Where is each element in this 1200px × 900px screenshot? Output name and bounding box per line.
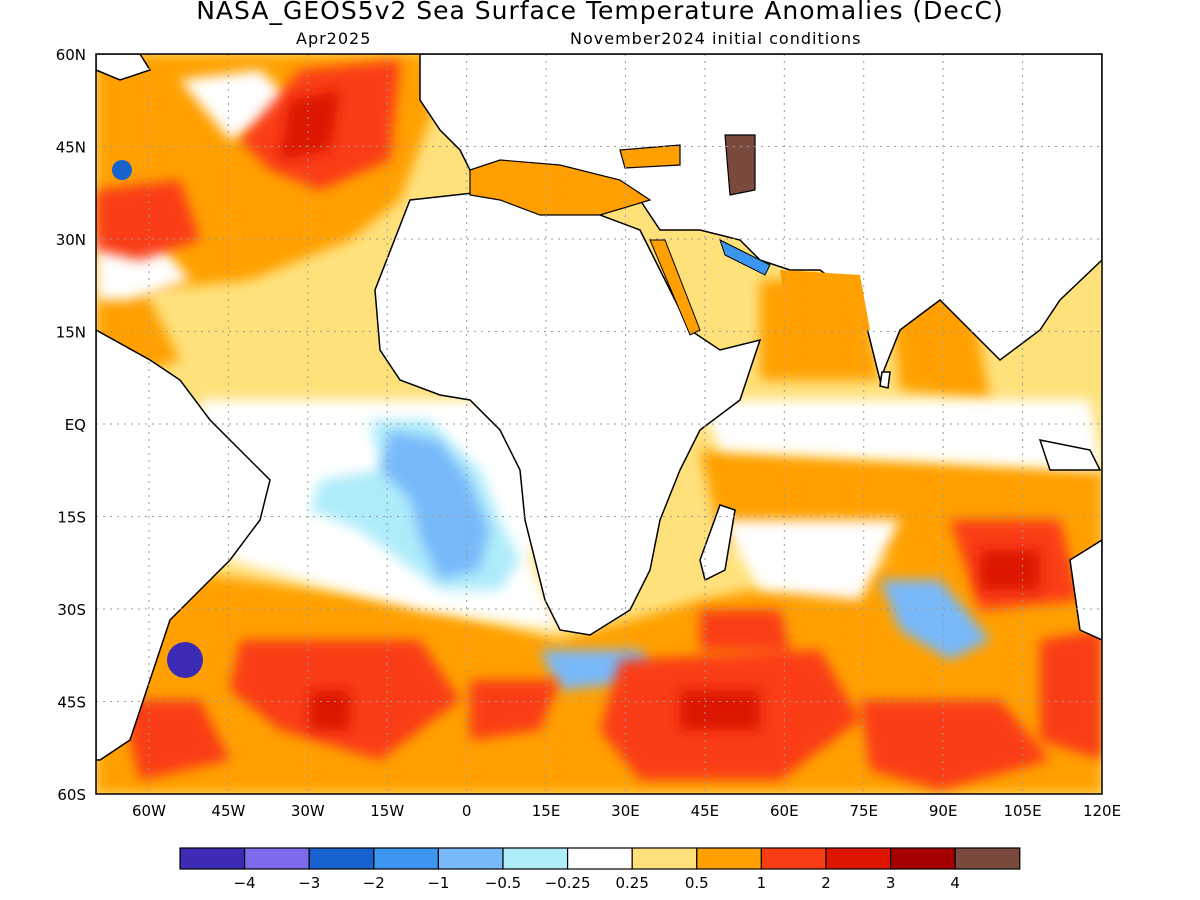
colorbar-swatch <box>696 847 762 870</box>
land-masses <box>96 54 1102 761</box>
lon-tick-label: 30W <box>291 802 325 820</box>
lat-tick-label: 15N <box>56 324 86 342</box>
lon-tick-label: 45W <box>211 802 245 820</box>
latitude-axis: 60N 45N 30N 15N EQ 15S 30S 45S 60S <box>56 46 86 804</box>
colorbar-swatch <box>308 847 375 870</box>
lon-tick-label: 30E <box>611 802 640 820</box>
colorbar-labels: −4 −3 −2 −1 −0.5 −0.25 0.25 0.5 1 2 3 4 <box>234 874 960 892</box>
colorbar-tick-label: 0.25 <box>615 874 648 892</box>
colorbar-swatch <box>631 847 698 870</box>
forecast-month-label: Apr2025 <box>296 29 372 48</box>
cold-spot-falklands <box>167 642 203 678</box>
colorbar-swatch <box>437 847 504 870</box>
map-title: NASA_GEOS5v2 Sea Surface Temperature Ano… <box>196 0 1004 25</box>
colorbar-tick-label: 4 <box>950 874 960 892</box>
arabian-sea-north <box>780 270 870 340</box>
initial-conditions-label: November2024 initial conditions <box>570 29 862 48</box>
lon-tick-label: 15W <box>370 802 404 820</box>
persian-gulf <box>719 239 771 276</box>
lat-tick-label: 45S <box>57 694 86 712</box>
colorbar-tick-label: −0.5 <box>485 874 521 892</box>
lon-tick-label: 90E <box>929 802 958 820</box>
longitude-axis: 60W 45W 30W 15W 0 15E 30E 45E 60E 75E 90E 105E 120E <box>132 802 1121 820</box>
lat-tick-label: 30S <box>57 601 86 619</box>
graticule <box>96 54 1102 794</box>
mediterranean-sea <box>469 159 652 216</box>
colorbar-tick-label: 2 <box>821 874 831 892</box>
colorbar <box>179 847 1021 870</box>
lon-tick-label: 0 <box>462 802 472 820</box>
colorbar-tick-label: −1 <box>427 874 449 892</box>
lat-tick-label: 15S <box>57 509 86 527</box>
colorbar-swatch <box>179 847 246 870</box>
lat-tick-label: 30N <box>56 231 86 249</box>
anomaly-field <box>96 54 1102 794</box>
colorbar-swatch <box>502 847 569 870</box>
colorbar-swatch <box>244 847 310 870</box>
lat-tick-label: 45N <box>56 139 86 157</box>
colorbar-tick-label: −0.25 <box>545 874 591 892</box>
colorbar-swatch <box>889 847 956 870</box>
red-sea <box>649 239 701 336</box>
lon-tick-label: 60W <box>132 802 166 820</box>
lat-tick-label: 60S <box>57 786 86 804</box>
colorbar-tick-label: −4 <box>234 874 256 892</box>
colorbar-swatch <box>373 847 439 870</box>
lat-tick-label: 60N <box>56 46 86 64</box>
lon-tick-label: 105E <box>1004 802 1042 820</box>
black-sea <box>619 144 681 169</box>
lon-tick-label: 45E <box>691 802 720 820</box>
colorbar-tick-label: 1 <box>757 874 767 892</box>
cold-spot-newfoundland <box>112 160 132 180</box>
caspian-sea <box>724 134 756 196</box>
lon-tick-label: 60E <box>770 802 799 820</box>
lon-tick-label: 15E <box>532 802 561 820</box>
lon-tick-label: 120E <box>1083 802 1121 820</box>
colorbar-tick-label: −3 <box>298 874 320 892</box>
map-frame <box>95 53 1103 795</box>
lon-tick-label: 75E <box>849 802 878 820</box>
colorbar-swatch <box>566 847 633 870</box>
colorbar-swatch <box>825 847 892 870</box>
colorbar-tick-label: −2 <box>363 874 385 892</box>
colorbar-swatch <box>760 847 827 870</box>
colorbar-tick-label: 3 <box>886 874 896 892</box>
colorbar-swatch <box>954 847 1021 870</box>
lat-tick-label: EQ <box>65 416 86 434</box>
colorbar-tick-label: 0.5 <box>685 874 709 892</box>
